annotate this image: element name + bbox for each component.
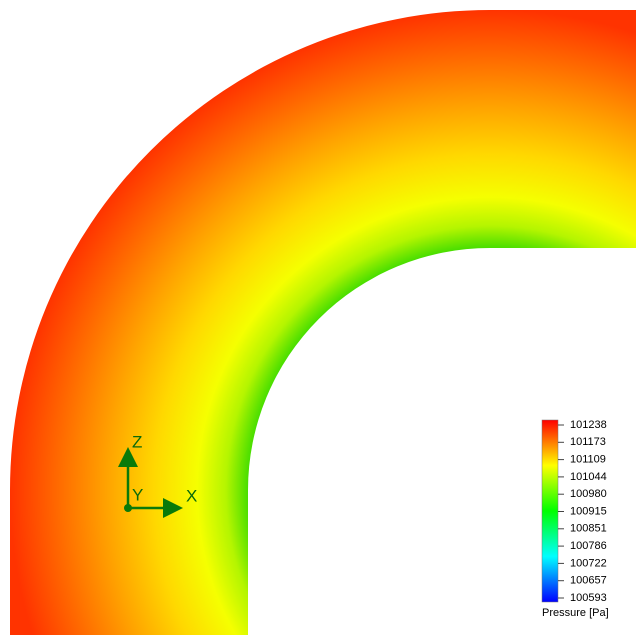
- legend-tick-label: 101109: [570, 454, 606, 466]
- x-label: X: [186, 486, 197, 505]
- legend-title: Pressure [Pa]: [542, 607, 609, 619]
- legend-tick-label: 100851: [570, 523, 607, 535]
- pipe-elbow-contour: [10, 10, 636, 635]
- axis-triad: Z Y X: [118, 432, 197, 518]
- legend-tick-label: 100593: [570, 592, 607, 604]
- legend-tick-label: 100980: [570, 488, 607, 500]
- y-label: Y: [132, 485, 143, 504]
- z-label: Z: [132, 432, 142, 451]
- legend-tick-label: 100786: [570, 540, 607, 552]
- legend-tick-label: 101044: [570, 471, 607, 483]
- color-bar: [541, 419, 559, 603]
- legend-tick-label: 100915: [570, 505, 607, 517]
- y-origin: [124, 504, 132, 512]
- legend-tick-label: 101173: [570, 436, 606, 448]
- color-legend: Pressure [Pa] 101238 101173 101109 101044 10…: [541, 419, 609, 619]
- legend-tick-label: 100722: [570, 557, 607, 569]
- legend-tick-label: 100657: [570, 575, 607, 587]
- legend-tick-label: 101238: [570, 419, 607, 431]
